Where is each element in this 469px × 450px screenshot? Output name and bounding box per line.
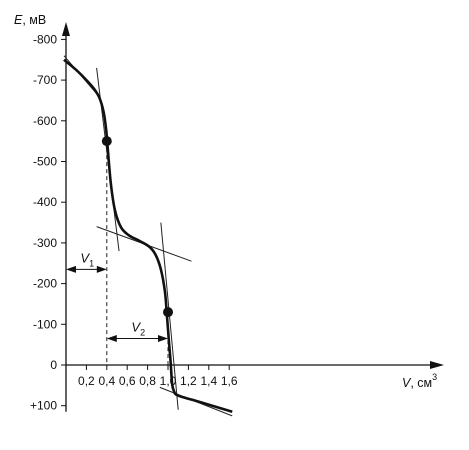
arrow-head-left bbox=[66, 265, 76, 273]
x-tick-label: 1,0 bbox=[160, 374, 177, 388]
y-tick-label: -500 bbox=[33, 155, 57, 169]
y-tick-label: -600 bbox=[33, 114, 57, 128]
tangent-lines bbox=[63, 55, 233, 417]
x-tick-label: 0,2 bbox=[78, 374, 95, 388]
ticks: -800 -700 -600 -500 -400 -300 -200 -100 0 +100 0,2… bbox=[30, 32, 238, 412]
x-tick-label: 0,8 bbox=[139, 374, 156, 388]
y-tick-label: -800 bbox=[33, 32, 57, 46]
x-tick-label: 1,6 bbox=[221, 374, 238, 388]
x-tick-label: 1,4 bbox=[200, 374, 217, 388]
y-tick-label: -100 bbox=[33, 317, 57, 331]
y-tick-label: -200 bbox=[33, 277, 57, 291]
x-tick-label: 0,4 bbox=[98, 374, 115, 388]
y-axis-label: E, мВ bbox=[14, 13, 46, 27]
x-axis-arrow bbox=[430, 361, 444, 369]
arrow-head-right bbox=[96, 265, 107, 273]
equivalence-points bbox=[101, 136, 173, 318]
equivalence-point bbox=[101, 136, 112, 147]
titration-curve bbox=[63, 58, 233, 414]
y-tick-label: +100 bbox=[30, 399, 57, 413]
y-tick-label: -700 bbox=[33, 73, 57, 87]
y-axis-arrow bbox=[62, 22, 70, 36]
y-tick-label: -400 bbox=[33, 195, 57, 209]
equivalence-point bbox=[163, 307, 173, 318]
volume-label: V1 bbox=[80, 250, 94, 268]
x-axis-label: V, см3 bbox=[402, 372, 437, 390]
x-tick-label: 0,6 bbox=[119, 374, 136, 388]
y-tick-label: -300 bbox=[33, 236, 57, 250]
arrow-head-left bbox=[106, 335, 117, 343]
axis-labels: E, мВ V, см3 bbox=[14, 13, 437, 390]
x-tick-label: 1,2 bbox=[180, 374, 197, 388]
axes bbox=[62, 22, 444, 412]
y-tick-label: 0 bbox=[50, 358, 57, 372]
curve-layer bbox=[63, 58, 233, 414]
arrow-head-right bbox=[158, 335, 168, 343]
volume-label: V2 bbox=[131, 320, 145, 338]
volume-annotations: V1 V2 bbox=[66, 250, 168, 343]
